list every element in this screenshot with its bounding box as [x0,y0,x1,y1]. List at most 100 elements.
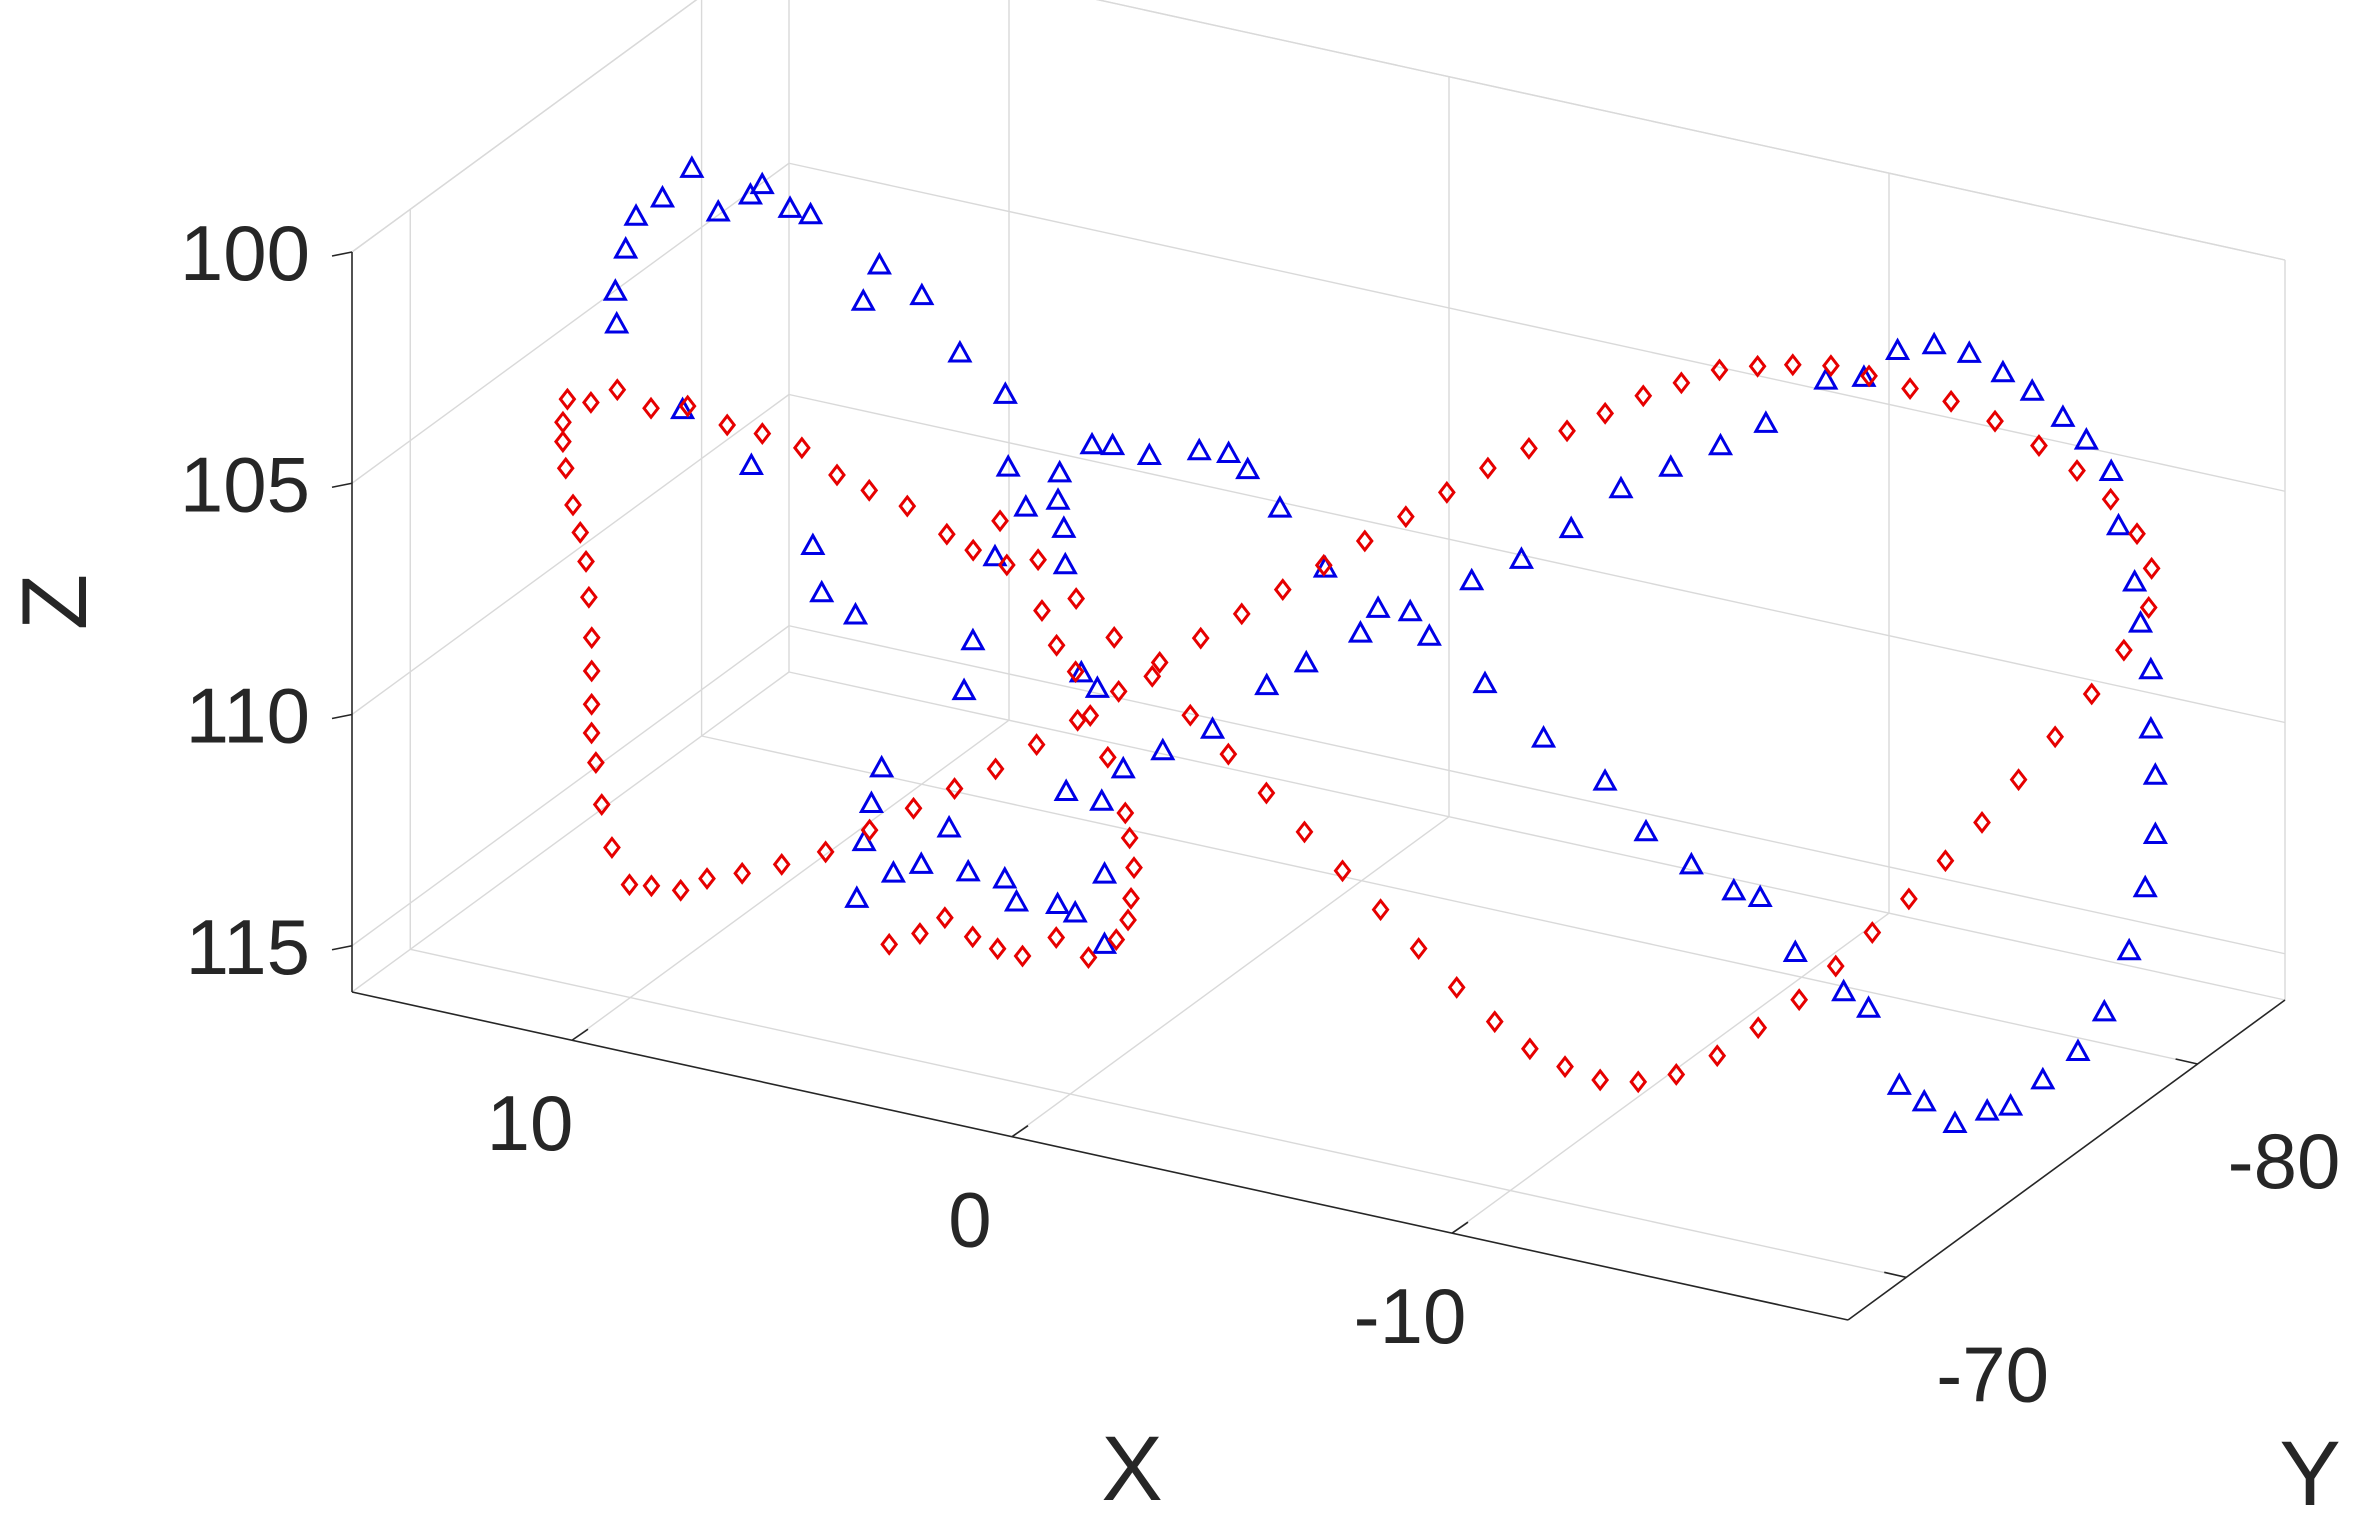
grid-line-z-back [788,393,2286,724]
diamond-marker [1437,480,1456,504]
diamond-marker [592,793,611,817]
triangle-marker [809,579,835,603]
diamond-marker [945,777,964,801]
y-tick-label: -70 [1936,1330,2049,1418]
triangle-marker [1608,475,1634,499]
grid-line-x-floor [571,719,1010,1041]
triangle-marker [951,677,977,701]
diamond-marker [1079,946,1098,969]
triangle-marker [1998,1092,2024,1116]
diamond-marker [582,721,601,745]
diamond-marker [608,378,627,402]
diamond-marker [2068,459,2086,483]
diamond-marker [1105,626,1124,649]
diamond-marker [1081,704,1100,727]
diamond-marker [1181,703,1200,727]
triangle-marker [1911,1088,1937,1112]
triangle-marker [738,452,764,475]
triangle-marker [1254,672,1280,696]
grid-line-z-side [351,162,790,484]
diamond-marker [620,873,639,897]
triangle-marker [797,201,824,225]
diamond-marker [642,396,660,420]
x-tick-label: 0 [948,1176,991,1264]
z-tick-label: 105 [180,440,310,528]
triangle-marker [1633,818,1659,842]
triangle-marker [1472,670,1498,694]
diamond-marker [772,852,791,876]
triangle-marker [649,184,676,208]
diamond-marker [1447,975,1466,999]
diamond-marker [556,456,575,480]
triangle-marker [1347,620,1373,643]
diamond-marker [1634,384,1653,408]
diamond-marker [1295,820,1314,844]
grid-line-z-side [351,393,790,716]
series-diamond [553,353,2161,1094]
diamond-marker [2009,768,2028,792]
triangle-marker [1045,891,1071,914]
series-triangle [602,155,2168,1133]
diamond-marker [678,394,697,418]
triangle-marker [2142,821,2168,844]
diamond-marker [1119,908,1137,932]
triangle-marker [1658,454,1684,477]
triangle-marker [992,381,1018,404]
diamond-marker [2128,522,2146,546]
diamond-marker [2030,434,2048,458]
triangle-marker [1508,546,1534,569]
diamond-marker [898,494,917,518]
triangle-marker [1886,1072,1912,1095]
diamond-marker [582,626,601,650]
triangle-marker [947,339,973,363]
diamond-marker [1790,988,1809,1012]
triangle-marker [1091,931,1118,954]
y-axis-label: Y [2279,1423,2340,1521]
x-axis-label: X [1101,1418,1162,1520]
triangle-marker [936,814,962,838]
data-series [553,155,2168,1133]
diamond-marker [1314,553,1333,577]
triangle-marker [602,278,628,301]
diamond-marker [582,391,600,414]
triangle-marker [604,310,630,334]
triangle-marker [850,288,876,311]
triangle-marker [1956,340,1982,363]
diamond-marker [2082,682,2101,706]
diamond-marker [1068,708,1087,732]
triangle-marker [705,198,731,222]
triangle-marker [1200,716,1226,739]
diamond-marker [1520,436,1538,460]
triangle-marker [1216,440,1242,463]
diamond-marker [1013,944,1032,968]
diamond-marker [1899,887,1918,911]
z-tick [331,482,353,489]
grid-line-x-floor [1011,816,1450,1138]
diamond-marker [1520,1037,1539,1061]
triangle-marker [1293,649,1319,673]
diamond-marker [1672,371,1691,395]
triangle-marker [2132,874,2158,898]
diamond-marker [1822,354,1840,378]
z-tick [331,713,353,720]
grid-lines [351,0,2286,1279]
triangle-marker [908,851,934,874]
diamond-marker [935,906,954,930]
triangle-marker [1974,1098,2000,1121]
grid-line-y-floor [410,948,1907,1279]
triangle-marker [2138,715,2164,739]
triangle-marker [1678,851,1704,875]
triangle-marker [1747,884,1773,908]
triangle-marker [2073,427,2099,450]
x-tick [1011,1125,1029,1138]
triangle-marker [1942,1110,1968,1133]
diamond-marker [671,878,690,902]
x-tick-label: 10 [487,1079,574,1167]
diamond-marker [1107,928,1126,952]
diamond-marker [997,553,1016,577]
triangle-marker [1592,768,1618,791]
grid-line-z-back [1095,0,2286,261]
diamond-marker [860,818,879,842]
diamond-marker [1708,1044,1727,1068]
diamond-marker [2101,487,2120,511]
